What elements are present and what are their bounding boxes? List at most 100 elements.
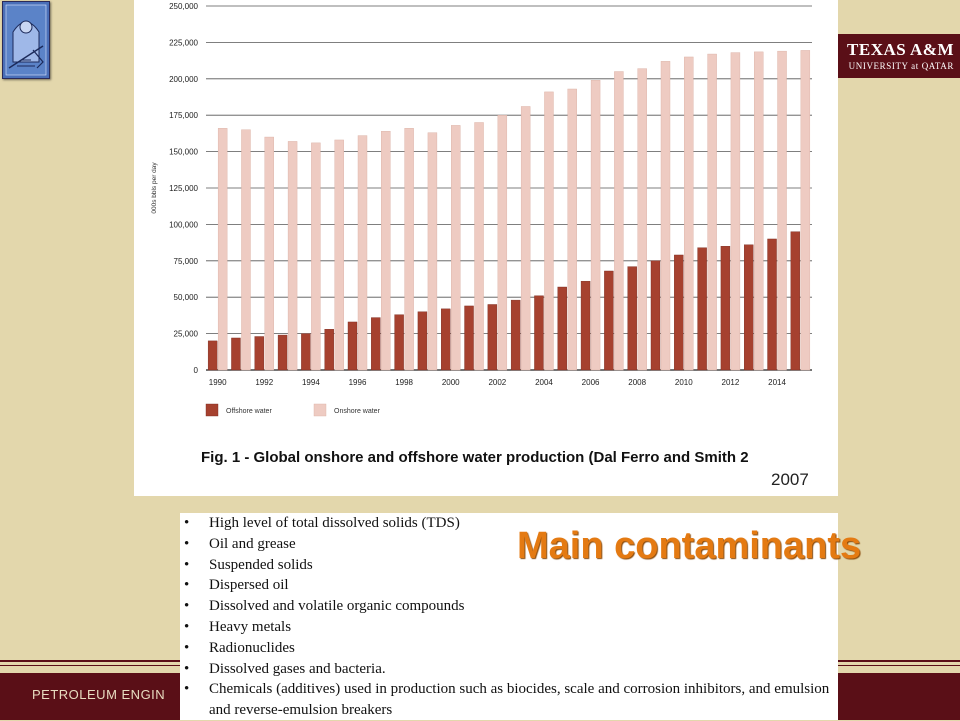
bar-offshore <box>697 247 707 371</box>
bar-offshore <box>371 317 381 371</box>
bar-onshore <box>427 132 438 371</box>
x-tick-label: 2014 <box>768 378 786 387</box>
seal-icon <box>5 4 47 76</box>
bar-onshore <box>520 106 531 371</box>
bar-offshore <box>277 334 288 371</box>
contaminant-item: Dissolved and volatile organic compounds <box>180 596 838 617</box>
bar-onshore <box>404 128 414 371</box>
y-tick-label: 25,000 <box>174 330 199 339</box>
legend-swatch-offshore <box>205 403 219 417</box>
x-tick-label: 1996 <box>349 378 367 387</box>
bar-onshore <box>334 139 344 371</box>
bar-onshore <box>800 50 811 371</box>
contaminant-item: Suspended solids <box>180 555 838 576</box>
bar-offshore <box>580 280 591 371</box>
bar-onshore <box>567 88 577 371</box>
bar-onshore <box>590 80 601 371</box>
bar-onshore <box>241 129 251 371</box>
contaminant-item: High level of total dissolved solids (TD… <box>180 513 838 534</box>
bar-offshore <box>720 246 731 371</box>
chart-panel: 0 25,000 50,000 75,000 100,000 125,000 150,000… <box>134 0 838 496</box>
water-production-chart: 0 25,000 50,000 75,000 100,000 125,000 150,000… <box>151 2 812 417</box>
bar-offshore <box>394 314 404 371</box>
tamu-logo-band: TEXAS A&M UNIVERSITY at QATAR <box>838 34 960 78</box>
bar-offshore <box>674 254 684 371</box>
bar-onshore <box>357 135 368 371</box>
chart-caption-year: 2007 <box>771 470 809 489</box>
x-tick-label: 2000 <box>442 378 460 387</box>
contaminant-item: Radionuclides <box>180 638 838 659</box>
x-tick-label: 1998 <box>395 378 413 387</box>
bar-onshore <box>637 68 647 371</box>
bar-offshore <box>604 270 614 371</box>
bar-onshore <box>311 142 321 371</box>
x-tick-label: 2004 <box>535 378 553 387</box>
bar-offshore <box>324 329 334 371</box>
bar-onshore <box>497 114 508 371</box>
contaminants-panel: High level of total dissolved solids (TD… <box>180 513 838 720</box>
contaminant-item: Oil and grease <box>180 534 838 555</box>
bar-onshore <box>777 50 787 371</box>
footer-text: PETROLEUM ENGIN <box>32 687 166 702</box>
x-tick-label: 2010 <box>675 378 693 387</box>
bar-onshore <box>684 56 694 371</box>
y-tick-label: 0 <box>194 366 199 375</box>
tamu-logo-subtext: UNIVERSITY at QATAR <box>848 61 954 71</box>
bar-offshore <box>627 266 637 371</box>
bar-onshore <box>264 136 274 371</box>
main-contaminants-heading: Main contaminants <box>517 525 862 567</box>
bar-onshore <box>474 122 484 371</box>
bar-offshore <box>744 244 754 371</box>
bar-onshore <box>614 71 624 371</box>
x-tick-label: 1994 <box>302 378 320 387</box>
bar-onshore <box>754 51 764 371</box>
bar-offshore <box>441 308 451 371</box>
bar-offshore <box>487 304 498 371</box>
bar-offshore <box>464 305 474 371</box>
bar-offshore <box>767 238 777 371</box>
y-tick-label: 100,000 <box>169 220 198 229</box>
bar-onshore <box>707 53 717 371</box>
x-tick-label: 2008 <box>628 378 646 387</box>
y-tick-label: 75,000 <box>174 257 199 266</box>
bar-offshore <box>510 299 521 371</box>
bar-offshore <box>557 286 567 371</box>
bar-offshore <box>231 337 241 371</box>
legend-swatch-onshore <box>313 403 327 417</box>
x-tick-label: 2006 <box>582 378 600 387</box>
bar-onshore <box>451 125 461 371</box>
y-tick-label: 175,000 <box>169 111 198 120</box>
bar-offshore <box>347 321 358 371</box>
y-tick-label: 150,000 <box>169 148 198 157</box>
x-tick-label: 2002 <box>488 378 506 387</box>
bar-onshore <box>730 52 741 371</box>
tamu-logo-text: TEXAS A&M <box>847 40 954 59</box>
y-tick-label: 125,000 <box>169 184 198 193</box>
bar-onshore <box>381 131 391 371</box>
bar-offshore <box>254 336 264 371</box>
legend-label-onshore: Onshore water <box>334 408 381 415</box>
contaminants-list: High level of total dissolved solids (TD… <box>180 513 838 721</box>
y-tick-label: 225,000 <box>169 38 198 47</box>
bar-offshore <box>534 295 544 371</box>
contaminant-item: Dispersed oil <box>180 575 838 596</box>
seal-logo <box>2 1 50 79</box>
bar-offshore <box>650 260 661 371</box>
y-tick-label: 250,000 <box>169 2 198 11</box>
bar-offshore <box>301 333 311 371</box>
contaminant-item: Chemicals (additives) used in production… <box>180 679 838 721</box>
bar-onshore <box>217 128 228 371</box>
bar-onshore <box>660 61 671 371</box>
bar-offshore <box>417 311 428 371</box>
y-tick-label: 50,000 <box>174 293 199 302</box>
contaminant-item: Heavy metals <box>180 617 838 638</box>
bar-onshore <box>544 91 554 371</box>
x-tick-label: 1990 <box>209 378 227 387</box>
bar-onshore <box>287 141 298 371</box>
bar-offshore <box>207 340 218 371</box>
y-tick-label: 200,000 <box>169 75 198 84</box>
x-tick-label: 1992 <box>255 378 273 387</box>
y-axis-label: 000s bbls per day <box>151 162 158 214</box>
bar-offshore <box>790 231 801 371</box>
chart-caption: Fig. 1 - Global onshore and offshore wat… <box>201 449 749 466</box>
